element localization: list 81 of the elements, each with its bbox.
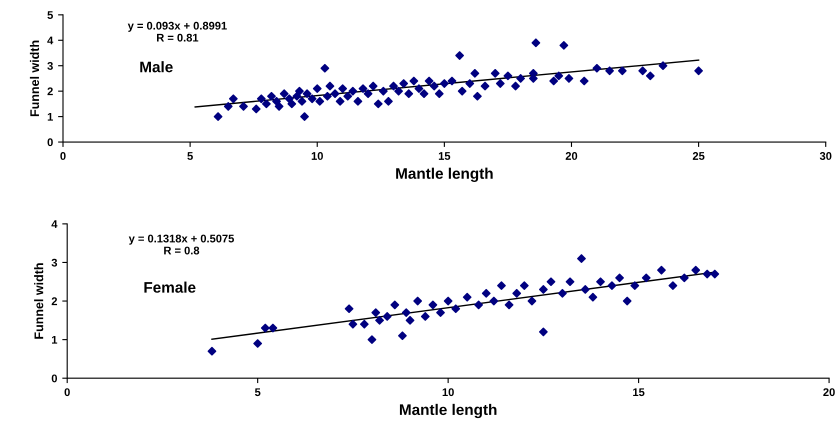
x-tick-label: 0	[60, 152, 66, 160]
point	[588, 292, 598, 302]
point	[451, 304, 460, 314]
point	[406, 316, 414, 325]
point	[268, 324, 278, 332]
point	[702, 270, 712, 278]
y-tick-label: 1	[48, 112, 53, 121]
point	[402, 308, 411, 317]
point	[360, 320, 369, 329]
point	[474, 300, 483, 310]
point	[642, 274, 651, 282]
point	[444, 296, 453, 306]
point	[413, 296, 422, 306]
y-axis-title: Funnel width	[34, 263, 44, 339]
x-tick-label: 20	[566, 152, 578, 160]
x-tick-label: 25	[692, 152, 704, 160]
point	[512, 288, 522, 298]
point	[539, 285, 548, 294]
point	[622, 296, 632, 306]
x-tick-label: 0	[64, 388, 70, 396]
point	[497, 281, 506, 290]
point	[668, 281, 678, 290]
point	[253, 339, 262, 348]
point	[580, 285, 590, 294]
point	[710, 270, 720, 278]
y-axis-title: Funnel width	[30, 40, 40, 116]
x-axis-title: Mantle length	[400, 404, 496, 418]
point	[428, 300, 438, 310]
point	[596, 277, 605, 286]
point	[260, 324, 270, 332]
point	[657, 266, 666, 275]
x-tick-label: 10	[442, 388, 454, 396]
y-tick-label: 2	[52, 297, 58, 306]
y-tick-label: 3	[47, 62, 53, 70]
annotation: Female	[144, 282, 196, 293]
annotation: y = 0.093x + 0.8991 R = 0.81	[128, 22, 227, 42]
point	[615, 274, 624, 282]
point	[577, 254, 586, 263]
x-tick-label: 5	[254, 388, 260, 396]
y-tick-label: 0	[48, 138, 53, 146]
y-tick-label: 5	[47, 11, 53, 19]
point	[390, 300, 400, 310]
point	[680, 274, 689, 282]
point	[420, 312, 430, 321]
point	[691, 266, 700, 275]
y-tick-label: 3	[52, 258, 58, 267]
point	[348, 320, 358, 329]
point	[398, 331, 407, 340]
x-tick-label: 20	[823, 388, 835, 396]
x-axis-title: Mantle length	[396, 168, 493, 182]
point	[482, 288, 491, 298]
point	[489, 296, 498, 306]
point	[504, 300, 514, 310]
point	[382, 312, 392, 321]
point	[608, 281, 616, 290]
y-tick-label: 4	[51, 220, 58, 228]
point	[539, 328, 548, 336]
annotation: Male	[140, 61, 173, 72]
y-tick-label: 4	[47, 36, 54, 44]
point	[558, 288, 567, 298]
x-tick-label: 5	[187, 152, 193, 160]
y-tick-label: 1	[52, 336, 58, 344]
point	[462, 292, 472, 302]
x-tick-label: 15	[438, 152, 450, 160]
y-tick-label: 2	[47, 87, 53, 96]
x-tick-label: 10	[312, 152, 323, 160]
point	[375, 316, 384, 325]
point	[566, 277, 574, 286]
point	[344, 304, 354, 314]
point	[368, 335, 376, 344]
point	[436, 308, 445, 317]
point	[630, 281, 640, 290]
point	[208, 346, 216, 356]
y-tick-label: 0	[52, 374, 58, 382]
point	[546, 277, 556, 286]
x-tick-label: 30	[820, 152, 832, 160]
x-tick-label: 15	[633, 388, 644, 396]
point	[371, 308, 380, 317]
point	[528, 296, 536, 306]
point	[520, 281, 529, 290]
annotation: y = 0.1318x + 0.5075 R = 0.8	[128, 234, 234, 254]
